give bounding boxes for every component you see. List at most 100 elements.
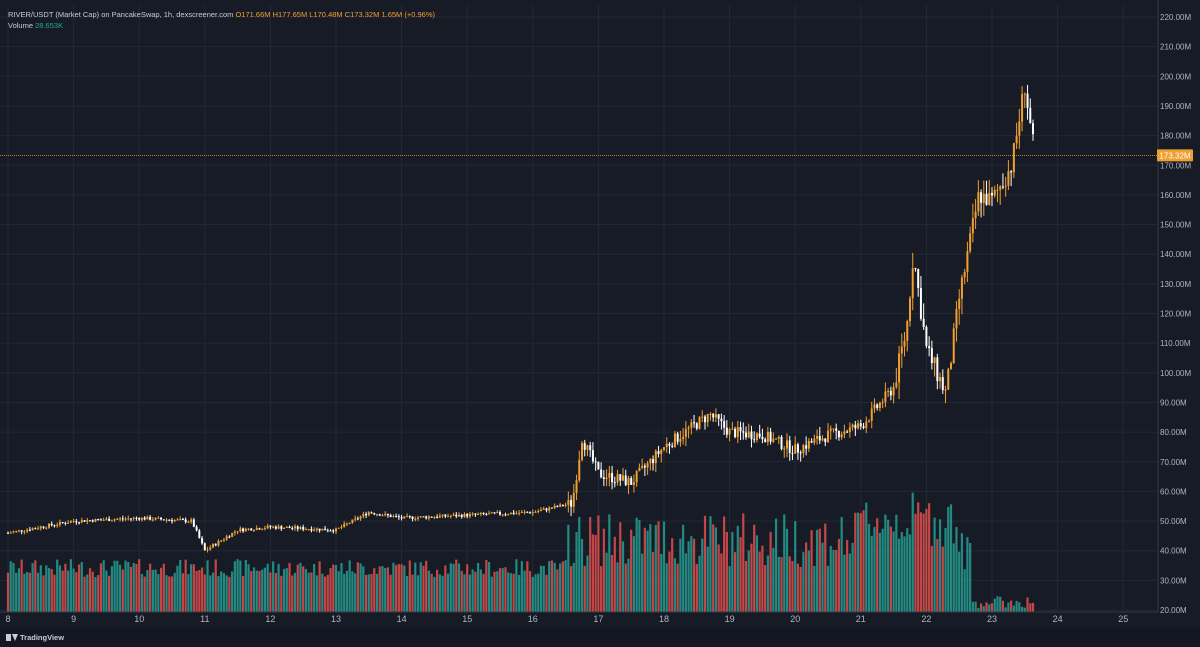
volume-bar	[348, 560, 351, 612]
volume-bar	[26, 571, 29, 612]
volume-bar	[157, 574, 160, 612]
candle-body	[835, 428, 838, 431]
candle-body	[903, 340, 906, 347]
volume-bar	[304, 568, 308, 612]
candle-body	[663, 447, 665, 450]
volume-bar	[269, 572, 272, 612]
candle-body	[679, 438, 682, 442]
volume-bar	[460, 570, 463, 612]
candle-body	[485, 513, 488, 515]
candle-body	[332, 530, 335, 532]
last-price-tag-bg	[1157, 149, 1193, 162]
candle-body	[534, 511, 537, 513]
candle-body	[723, 421, 726, 428]
candle-body	[479, 512, 482, 514]
volume-bar	[862, 510, 865, 612]
candle-body	[750, 431, 753, 440]
candle-body	[925, 327, 928, 347]
candle-body	[302, 527, 305, 530]
volume-bar	[116, 560, 119, 612]
x-tick-label: 23	[987, 614, 997, 624]
volume-bar	[769, 531, 772, 612]
candle-body	[570, 499, 573, 507]
candle-body	[529, 512, 532, 514]
legend-open: O171.66M	[235, 10, 271, 19]
candle-body	[922, 318, 925, 328]
volume-bar	[758, 551, 761, 612]
candle-body	[854, 424, 857, 429]
volume-bar	[315, 575, 318, 612]
candle-body	[950, 363, 952, 369]
volume-bar	[154, 569, 157, 612]
candle-body	[324, 528, 327, 531]
volume-bar	[140, 573, 144, 612]
tradingview-icon	[6, 634, 18, 641]
volume-bar	[250, 571, 253, 612]
candle-body	[97, 519, 100, 521]
candle-body	[982, 193, 985, 203]
volume-bar	[329, 568, 332, 612]
tradingview-label: TradingView	[20, 633, 65, 642]
volume-bar	[192, 564, 195, 612]
candle-body	[288, 526, 291, 529]
volume-bar	[195, 570, 198, 612]
volume-bar	[485, 560, 488, 612]
volume-bar	[578, 517, 581, 612]
candle-body	[1018, 121, 1021, 136]
volume-bar	[83, 576, 86, 612]
volume-bar	[701, 538, 704, 612]
candle-body	[591, 450, 594, 462]
candle-body	[611, 472, 614, 483]
candle-body	[463, 513, 466, 518]
volume-bar	[323, 576, 327, 612]
volume-bar	[58, 565, 62, 612]
candle-body	[966, 251, 969, 272]
candle-body	[884, 391, 887, 403]
volume-bar	[695, 564, 698, 612]
volume-bar	[411, 574, 414, 612]
volume-bar	[23, 573, 26, 612]
volume-bar	[12, 562, 15, 612]
volume-bar	[416, 575, 420, 612]
candle-body	[755, 433, 758, 440]
candle-body	[876, 404, 879, 408]
candle-body	[244, 528, 247, 532]
candle-body	[758, 433, 761, 437]
candle-body	[72, 521, 75, 523]
candle-body	[209, 547, 212, 550]
candle-body	[15, 530, 18, 532]
y-tick-label: 160.00M	[1160, 191, 1191, 200]
candle-body	[206, 549, 209, 551]
candle-body	[321, 528, 324, 531]
candle-body	[775, 438, 778, 440]
candle-body	[936, 357, 939, 382]
volume-bar	[895, 514, 898, 612]
y-tick-label: 90.00M	[1160, 398, 1187, 407]
tradingview-logo[interactable]: TradingView	[6, 633, 64, 642]
volume-bar	[351, 571, 354, 612]
volume-bar	[813, 565, 816, 612]
candle-body	[988, 192, 991, 205]
volume-bar	[908, 534, 912, 612]
candle-body	[682, 436, 685, 439]
candle-body	[518, 512, 521, 514]
volume-bar	[272, 561, 275, 612]
legend-volume-value: 28.653K	[35, 21, 64, 30]
candle-body	[291, 528, 294, 530]
candle-body	[695, 423, 698, 429]
volume-bar	[438, 574, 441, 612]
volume-bar	[285, 568, 288, 612]
legend-volume-label: Volume	[8, 21, 34, 30]
volume-bar	[102, 560, 105, 612]
volume-bar	[31, 563, 34, 612]
volume-bar	[356, 562, 359, 612]
volume-bar	[381, 566, 384, 612]
candle-body	[848, 427, 851, 432]
candle-body	[649, 459, 652, 464]
candle-body	[203, 543, 206, 551]
candle-body	[600, 469, 603, 478]
candle-body	[619, 474, 622, 481]
volume-bar	[731, 531, 734, 612]
